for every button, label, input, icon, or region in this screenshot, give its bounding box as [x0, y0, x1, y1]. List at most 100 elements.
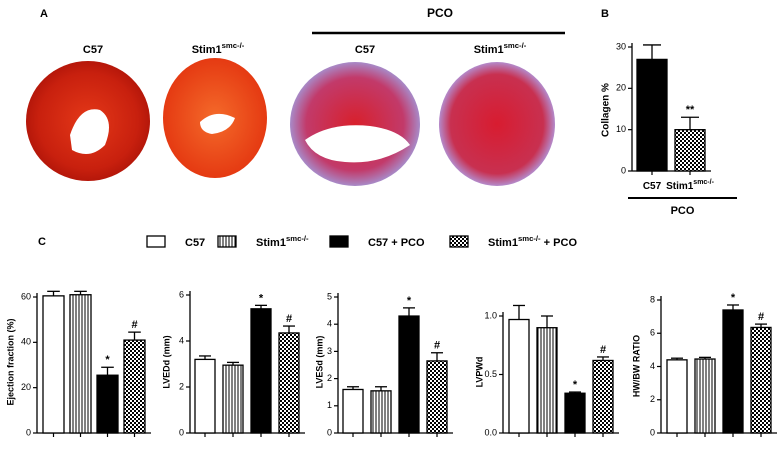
- y-tick-label: 2: [327, 373, 332, 383]
- significance-mark: #: [286, 313, 292, 325]
- y-tick-label: 60: [21, 291, 31, 301]
- bar: [636, 58, 668, 172]
- bar: [426, 360, 448, 434]
- image-label: Stim1smc-/-: [192, 41, 245, 56]
- heart-images: [26, 58, 555, 186]
- significance-mark: **: [686, 104, 695, 116]
- y-axis-label: HW/BW RATIO: [631, 335, 641, 397]
- y-tick-label: 20: [21, 382, 31, 392]
- y-tick-label: 40: [21, 337, 31, 347]
- bar: [69, 294, 92, 434]
- significance-mark: *: [259, 292, 264, 304]
- image-label: C57: [355, 44, 375, 56]
- image-label: C57: [83, 44, 103, 56]
- bar: [666, 359, 688, 434]
- bar: [250, 308, 272, 434]
- legend-swatch: [146, 235, 166, 248]
- y-tick-label: 0: [26, 427, 31, 437]
- bar: [342, 388, 364, 434]
- y-tick-label: 3: [327, 346, 332, 356]
- y-tick-label: 1.0: [484, 310, 497, 320]
- label-after: + PCO: [541, 237, 578, 249]
- y-axis-label: LVESd (mm): [314, 336, 324, 389]
- label-sup: smc-/-: [504, 41, 527, 50]
- bar: [750, 326, 772, 434]
- label-text: Stim1: [192, 44, 222, 56]
- y-tick-label: 6: [650, 328, 655, 338]
- y-tick-label: 10: [616, 124, 626, 134]
- heart-lumen: [305, 125, 410, 163]
- bar: [674, 129, 706, 172]
- panel-letter: A: [40, 8, 48, 20]
- y-axis-label: LVPWd: [474, 357, 484, 388]
- heart-section: [290, 62, 420, 186]
- y-axis-label: Collagen %: [601, 83, 612, 137]
- y-tick-label: 4: [327, 319, 332, 329]
- label-text: C57: [83, 44, 103, 56]
- bar: [96, 374, 119, 434]
- x-tick-label: C57: [643, 181, 662, 192]
- y-tick-label: 5: [327, 291, 332, 301]
- legend-swatch: [449, 235, 469, 248]
- bar: [722, 309, 744, 434]
- legend-label: C57 + PCO: [368, 237, 425, 249]
- y-tick-label: 2: [179, 381, 184, 391]
- bar: [278, 332, 300, 434]
- y-tick-label: 4: [650, 361, 655, 371]
- y-tick-label: 0: [179, 427, 184, 437]
- label-sup: smc-/-: [222, 41, 245, 50]
- label-text: C57: [185, 237, 205, 249]
- significance-mark: #: [600, 344, 606, 356]
- label-text: Stim1: [474, 44, 504, 56]
- panel-letter: B: [601, 8, 609, 20]
- significance-mark: *: [105, 354, 110, 366]
- y-axis-label: Ejection fraction (%): [5, 318, 15, 405]
- label-text: C57 + PCO: [368, 237, 425, 249]
- bar: [123, 339, 146, 434]
- bar: [536, 327, 558, 434]
- significance-mark: *: [731, 292, 736, 304]
- y-axis-label: LVEDd (mm): [161, 335, 171, 388]
- bar: [370, 390, 392, 434]
- y-tick-label: 20: [616, 83, 626, 93]
- y-tick-label: 30: [616, 41, 626, 51]
- label-text: C57: [643, 181, 662, 192]
- group-label: PCO: [427, 6, 453, 20]
- group-label: PCO: [671, 205, 695, 217]
- label-sup: smc-/-: [518, 234, 541, 243]
- legend-swatch: [329, 235, 349, 248]
- x-tick-label: Stim1smc-/-: [666, 179, 715, 192]
- significance-mark: *: [573, 379, 578, 391]
- bar: [592, 359, 614, 434]
- y-tick-label: 6: [179, 289, 184, 299]
- y-tick-label: 2: [650, 394, 655, 404]
- heart-lumen: [200, 113, 235, 134]
- y-tick-label: 8: [650, 294, 655, 304]
- bar: [508, 318, 530, 434]
- heart-section: [439, 62, 555, 186]
- legend-label: Stim1smc-/- + PCO: [488, 234, 577, 249]
- bar: [564, 392, 586, 434]
- significance-mark: *: [407, 295, 412, 307]
- y-tick-label: 0: [327, 427, 332, 437]
- bar: [694, 358, 716, 434]
- y-tick-label: 0.0: [484, 427, 497, 437]
- image-label: Stim1smc-/-: [474, 41, 527, 56]
- bar: [222, 364, 244, 434]
- label-text: C57: [355, 44, 375, 56]
- label-sup: smc-/-: [286, 234, 309, 243]
- bar: [398, 315, 420, 434]
- significance-mark: #: [131, 319, 137, 331]
- significance-mark: #: [434, 340, 440, 352]
- bar: [42, 295, 65, 434]
- y-tick-label: 0: [621, 165, 626, 175]
- label-text: Stim1: [488, 237, 518, 249]
- legend-label: Stim1smc-/-: [256, 234, 309, 249]
- panel-letter: C: [38, 236, 46, 248]
- label-sup: smc-/-: [693, 179, 714, 186]
- legend-swatch: [217, 235, 237, 248]
- significance-mark: #: [758, 311, 764, 323]
- bar: [194, 358, 216, 434]
- y-tick-label: 0: [650, 427, 655, 437]
